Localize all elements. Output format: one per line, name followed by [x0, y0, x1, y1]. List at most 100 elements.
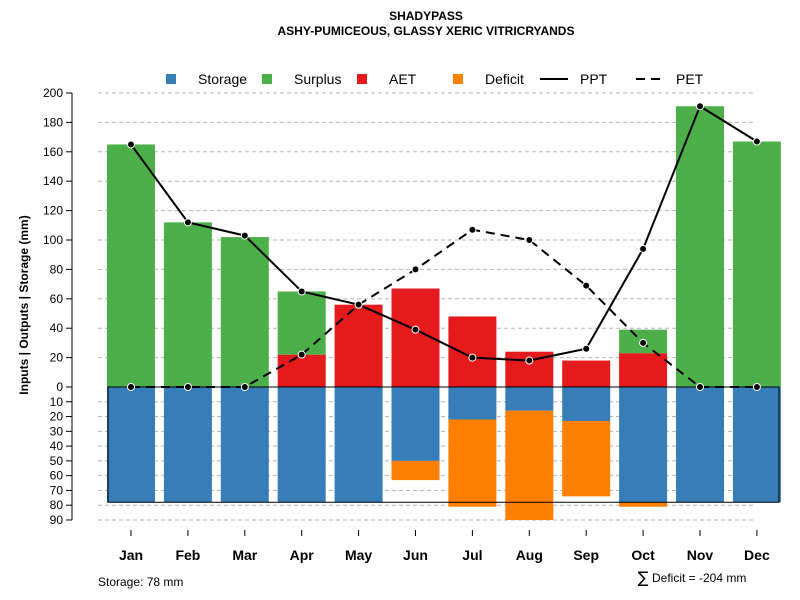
bars-layer: [107, 106, 781, 520]
deficit-bar: [619, 502, 668, 507]
y-tick-label: 70: [50, 483, 64, 497]
pet-point: [696, 383, 704, 391]
legend-aet-swatch: [357, 74, 367, 84]
storage-bar: [277, 387, 326, 503]
legend-storage-label: Storage: [198, 71, 247, 87]
ppt-point: [696, 102, 704, 111]
y-tick-label: 120: [43, 204, 63, 218]
y-tick-label: 60: [50, 469, 64, 483]
legend-ppt-label: PPT: [580, 71, 608, 87]
y-tick-label: 40: [50, 439, 64, 453]
storage-bar: [163, 387, 212, 503]
y-tick-label: 80: [50, 262, 64, 276]
storage-bar: [107, 387, 155, 503]
y-tick-label: 50: [50, 454, 64, 468]
pet-point: [183, 383, 192, 391]
x-tick-label: Apr: [290, 547, 315, 563]
aet-bar: [448, 316, 497, 387]
y-tick-label: 10: [50, 395, 64, 409]
aet-bar: [619, 353, 668, 387]
pet-point: [240, 383, 249, 391]
storage-bar: [448, 387, 497, 420]
storage-bar: [334, 387, 383, 503]
legend-surplus-swatch: [262, 74, 272, 84]
ppt-point: [127, 140, 135, 149]
ppt-point: [582, 344, 591, 353]
legend: Storage Surplus AET Deficit PPT PET: [166, 71, 704, 87]
y-tick-label: 100: [43, 233, 63, 247]
aet-bar: [562, 360, 611, 387]
storage-bar: [732, 387, 781, 503]
y-tick-label: 180: [43, 115, 63, 129]
pet-point: [639, 338, 648, 347]
y-tick-label: 20: [50, 410, 64, 424]
pet-point: [411, 265, 420, 274]
y-tick-label: 60: [50, 292, 64, 306]
aet-bar: [334, 304, 383, 387]
sum-symbol: ∑: [638, 568, 649, 587]
x-tick-label: Jul: [462, 547, 482, 563]
deficit-bar: [448, 419, 497, 507]
ppt-point: [468, 353, 477, 362]
storage-bar: [220, 387, 269, 503]
legend-aet-label: AET: [389, 71, 417, 87]
y-tick-label: 160: [43, 145, 63, 159]
pet-point: [525, 236, 534, 244]
y-tick-label: 20: [50, 351, 64, 365]
chart-subtitle: ASHY-PUMICEOUS, GLASSY XERIC VITRICRYAND…: [278, 24, 575, 38]
axes-layer: 0204060801001201401601802001020304050607…: [43, 86, 770, 563]
legend-deficit-swatch: [453, 74, 463, 84]
storage-capacity-frame: [107, 386, 780, 503]
x-tick-label: Sep: [573, 547, 599, 563]
y-axis-label: Inputs | Outputs | Storage (mm): [17, 215, 31, 394]
y-tick-label: 90: [50, 513, 64, 527]
deficit-bar: [505, 410, 554, 520]
lines-layer: [127, 102, 761, 391]
x-tick-label: Feb: [175, 547, 200, 563]
storage-bar: [562, 387, 611, 421]
aet-bar: [277, 354, 326, 387]
storage-note: Storage: 78 mm: [98, 575, 183, 589]
x-tick-label: Jun: [403, 547, 428, 563]
x-tick-label: Nov: [687, 547, 714, 563]
pet-point: [752, 383, 761, 391]
x-tick-label: Dec: [744, 547, 770, 563]
pet-point: [468, 225, 477, 234]
storage-bar: [505, 387, 554, 411]
ppt-point: [639, 244, 648, 253]
x-tick-label: Mar: [232, 547, 257, 563]
ppt-point: [183, 218, 192, 227]
surplus-bar: [676, 106, 724, 387]
y-tick-label: 30: [50, 424, 64, 438]
storage-frame-layer: [107, 386, 780, 503]
pet-point: [297, 350, 306, 359]
storage-bar: [391, 387, 440, 461]
x-tick-label: Oct: [631, 547, 655, 563]
legend-surplus-label: Surplus: [294, 71, 341, 87]
ppt-point: [240, 231, 249, 240]
storage-bar: [676, 387, 724, 503]
pet-point: [582, 281, 591, 290]
x-tick-label: Aug: [516, 547, 543, 563]
surplus-bar: [220, 237, 269, 387]
ppt-point: [297, 287, 306, 296]
y-tick-label: 80: [50, 498, 64, 512]
deficit-note: Deficit = -204 mm: [652, 571, 746, 585]
surplus-bar: [732, 141, 781, 387]
chart-title: SHADYPASS: [389, 9, 463, 23]
y-tick-label: 40: [50, 321, 64, 335]
legend-storage-swatch: [166, 74, 176, 84]
x-tick-label: Jan: [119, 547, 143, 563]
pet-point: [127, 383, 135, 391]
surplus-bar: [163, 222, 212, 387]
surplus-bar: [107, 144, 155, 387]
legend-pet-label: PET: [676, 71, 704, 87]
x-tick-label: May: [345, 547, 372, 563]
y-tick-label: 0: [56, 380, 63, 394]
deficit-bar: [391, 460, 440, 481]
ppt-point: [354, 300, 363, 309]
ppt-point: [525, 356, 534, 365]
ppt-point: [411, 325, 420, 334]
legend-deficit-label: Deficit: [485, 71, 524, 87]
